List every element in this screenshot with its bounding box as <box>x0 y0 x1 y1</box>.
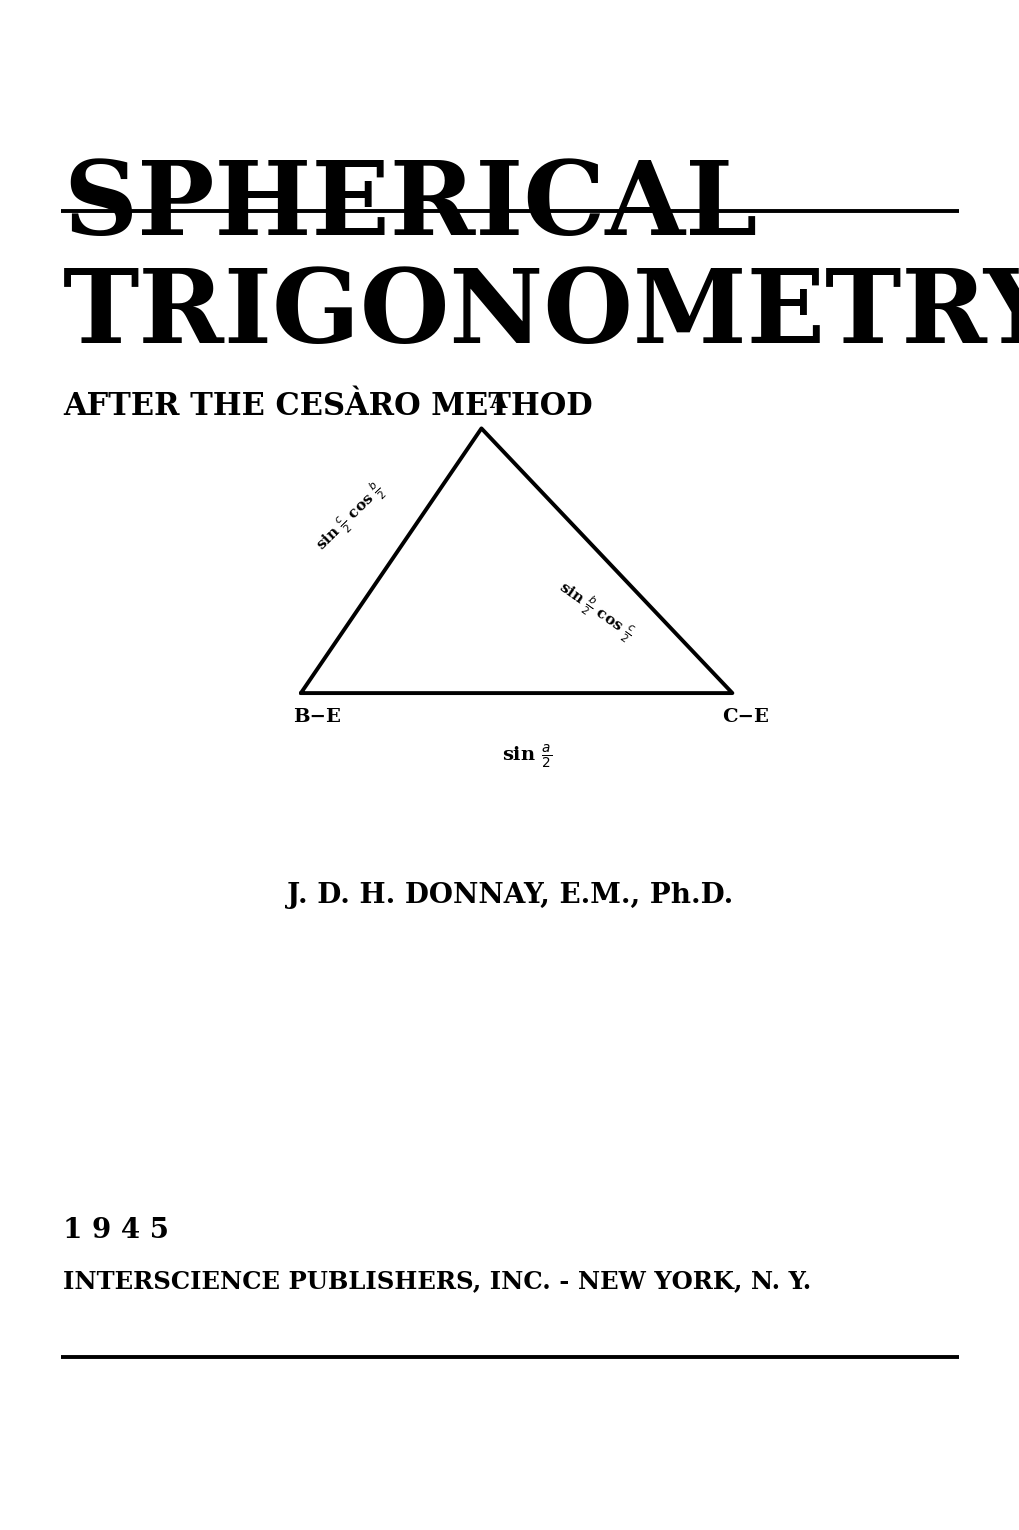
Text: INTERSCIENCE PUBLISHERS, INC. - NEW YORK, N. Y.: INTERSCIENCE PUBLISHERS, INC. - NEW YORK… <box>63 1268 811 1293</box>
Text: sin $\frac{c}{2}$ cos $\frac{b}{2}$: sin $\frac{c}{2}$ cos $\frac{b}{2}$ <box>310 477 390 557</box>
Text: C−E: C−E <box>721 708 768 727</box>
Text: A: A <box>489 392 506 413</box>
Text: SPHERICAL: SPHERICAL <box>63 156 757 256</box>
Text: TRIGONOMETRY: TRIGONOMETRY <box>63 265 1019 364</box>
Text: J. D. H. DONNAY, E.M., Ph.D.: J. D. H. DONNAY, E.M., Ph.D. <box>286 881 733 909</box>
Text: B−E: B−E <box>292 708 340 727</box>
Text: 1 9 4 5: 1 9 4 5 <box>63 1216 169 1244</box>
Text: AFTER THE CESÀRO METHOD: AFTER THE CESÀRO METHOD <box>63 392 592 422</box>
Text: sin $\frac{a}{2}$: sin $\frac{a}{2}$ <box>501 744 551 771</box>
Text: sin $\frac{b}{2}$ cos $\frac{c}{2}$: sin $\frac{b}{2}$ cos $\frac{c}{2}$ <box>552 575 638 646</box>
